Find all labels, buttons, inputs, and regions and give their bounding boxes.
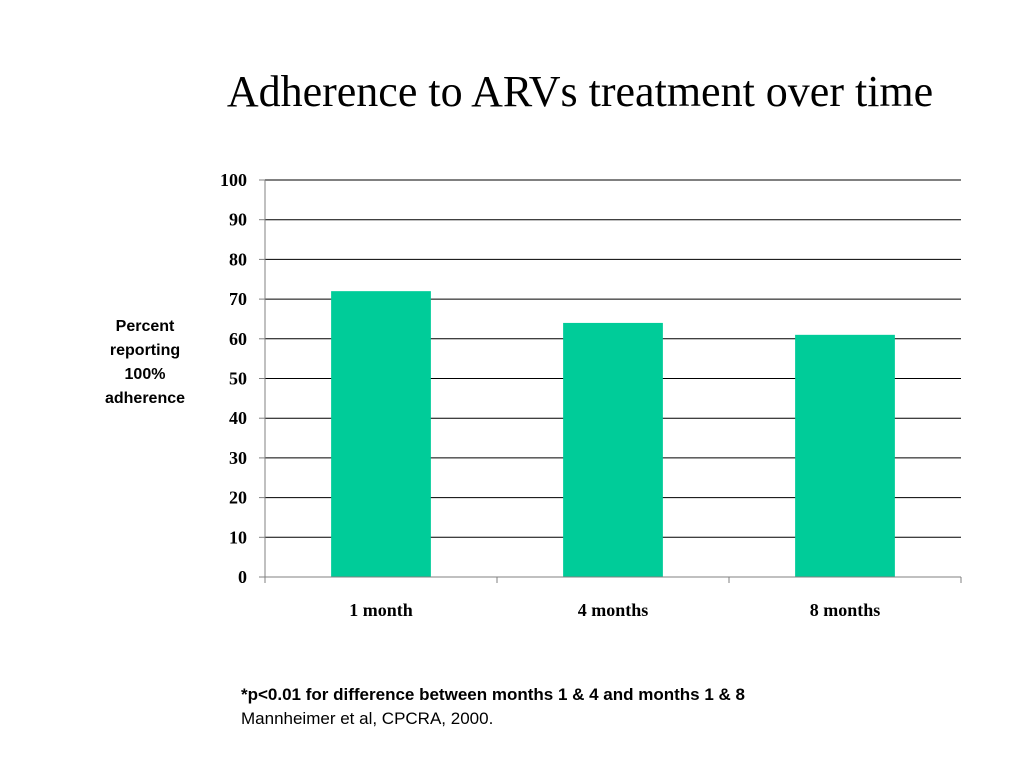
y-tick-label: 80 <box>229 249 247 269</box>
y-tick-label: 60 <box>229 329 247 349</box>
x-tick-label: 8 months <box>810 600 881 620</box>
y-tick-label: 30 <box>229 448 247 468</box>
tick-labels: 0 10 20 30 40 50 60 70 80 90 100 1 month 4 months 8 m… <box>220 170 880 620</box>
bar <box>795 334 895 577</box>
y-tick-label: 50 <box>229 369 247 389</box>
bars <box>331 291 895 577</box>
axes <box>259 179 962 583</box>
x-tick-label: 4 months <box>578 600 649 620</box>
y-tick-label: 70 <box>229 289 247 309</box>
footnote: *p<0.01 for difference between months 1 … <box>241 683 745 731</box>
y-tick-label: 100 <box>220 170 247 190</box>
y-tick-label: 90 <box>229 210 247 230</box>
bar <box>563 322 663 577</box>
citation: Mannheimer et al, CPCRA, 2000. <box>241 709 494 728</box>
significance-note: *p<0.01 for difference between months 1 … <box>241 685 745 704</box>
y-tick-label: 40 <box>229 408 247 428</box>
y-tick-label: 10 <box>229 527 247 547</box>
slide-title: Adherence to ARVs treatment over time <box>226 67 934 116</box>
y-tick-label: 0 <box>238 567 247 587</box>
x-tick-label: 1 month <box>349 600 413 620</box>
bar <box>331 291 431 577</box>
y-axis-label: Percent reporting 100% adherence <box>104 318 186 407</box>
y-tick-label: 20 <box>229 488 247 508</box>
